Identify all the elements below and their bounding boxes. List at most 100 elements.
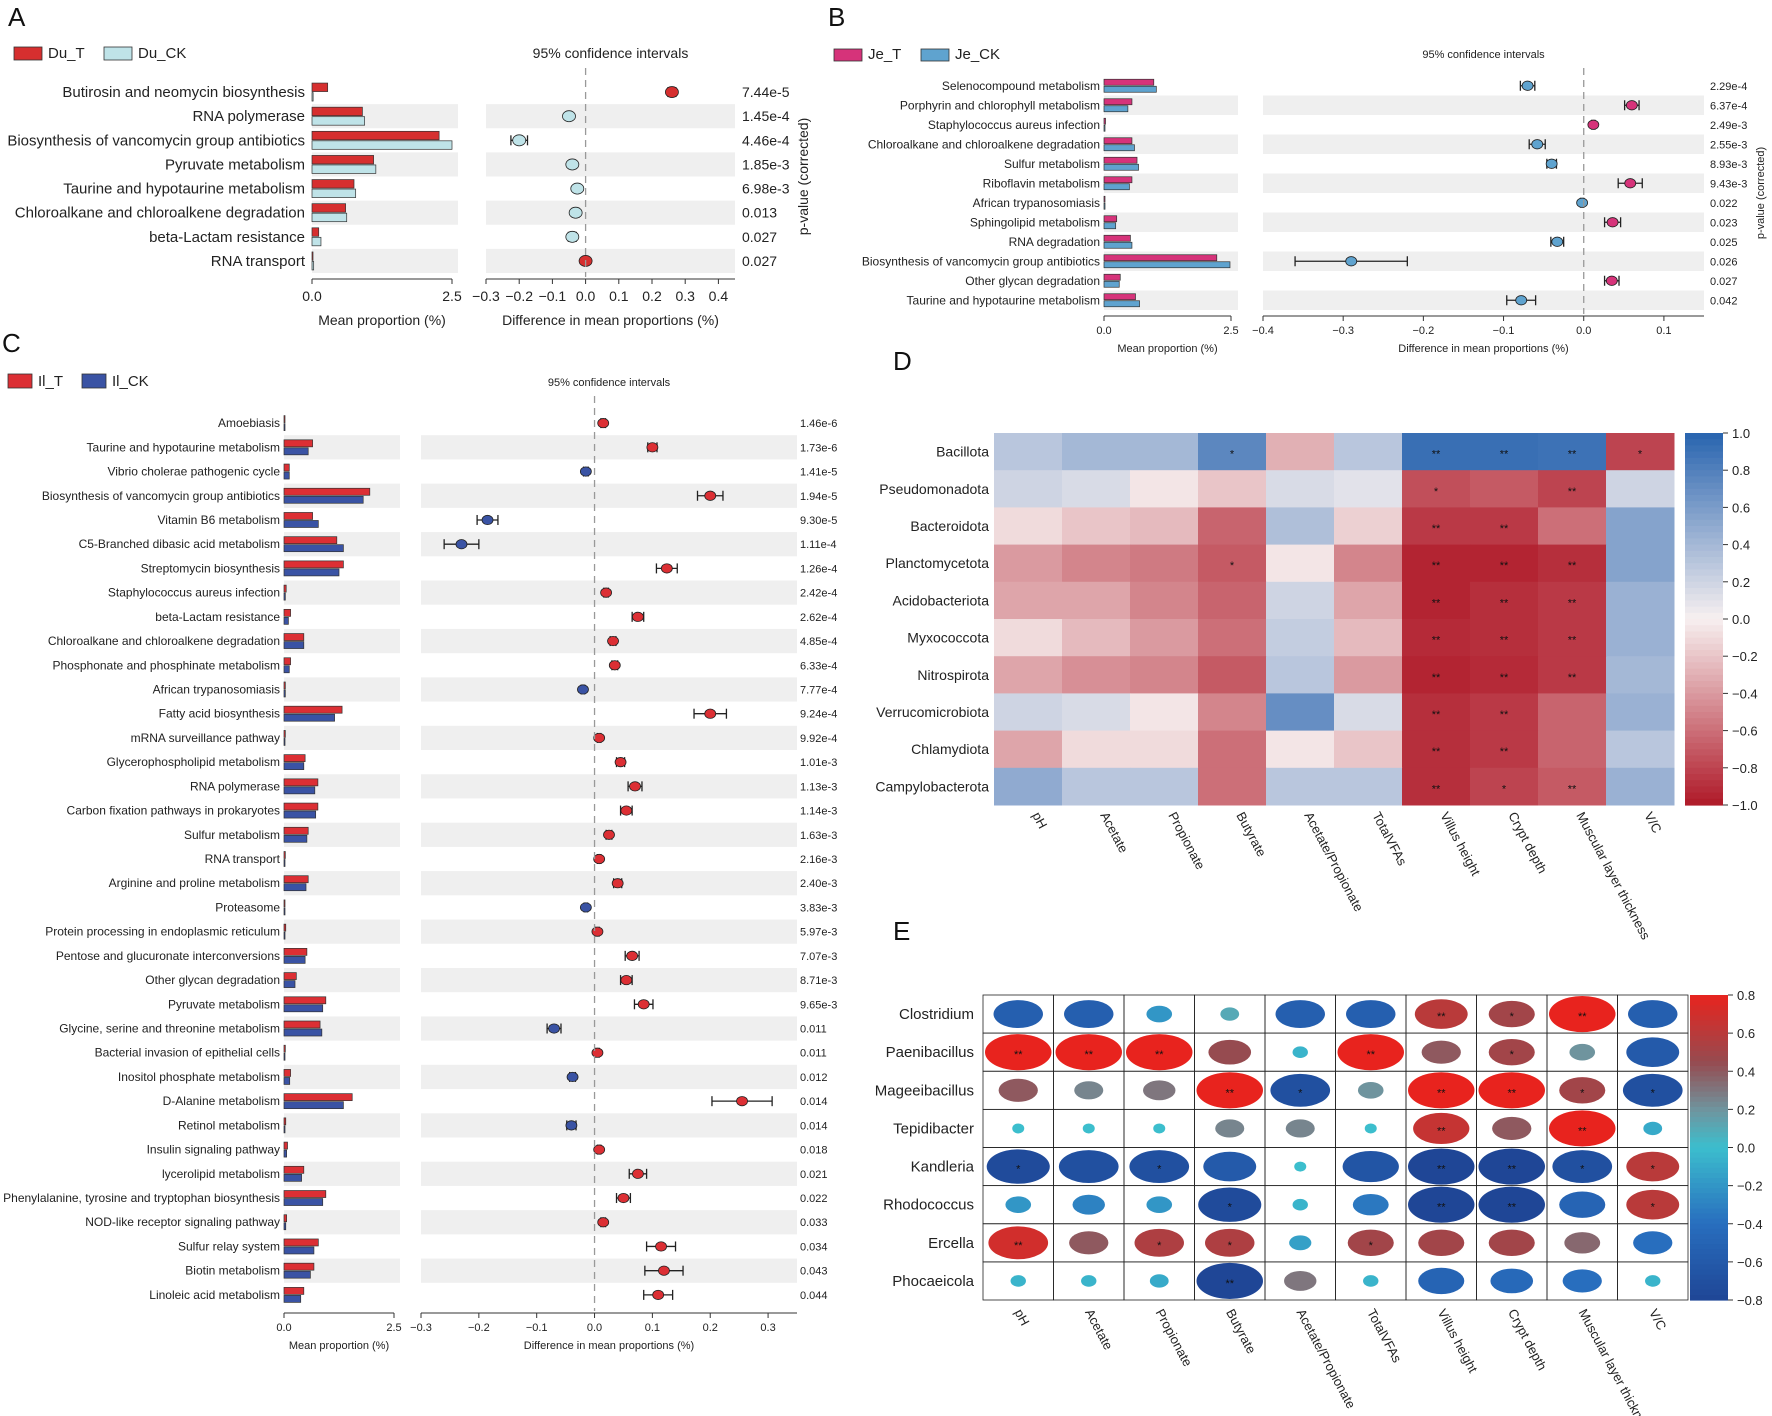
heatmap-cell bbox=[1130, 470, 1199, 508]
colorbar-segment bbox=[1685, 550, 1723, 558]
colorbar-segment bbox=[1690, 1162, 1728, 1169]
significance-star: ** bbox=[1578, 1011, 1587, 1023]
p-value: 0.027 bbox=[742, 229, 777, 245]
row-label: Protein processing in endoplasmic reticu… bbox=[45, 925, 280, 939]
p-value: 0.042 bbox=[1710, 295, 1738, 307]
heatmap-cell bbox=[1606, 433, 1675, 471]
p-value: 8.93e-3 bbox=[1710, 159, 1747, 171]
correlation-bubble bbox=[1478, 1148, 1545, 1185]
bubble-row-label: Clostridium bbox=[899, 1006, 974, 1023]
bar-tick-label: 2.5 bbox=[442, 288, 462, 304]
p-value: 0.011 bbox=[800, 1024, 827, 1036]
significance-star: * bbox=[1298, 1087, 1303, 1099]
heatmap-cell bbox=[1266, 433, 1335, 471]
colorbar-segment bbox=[1690, 1183, 1728, 1189]
colorbar-segment bbox=[1690, 1025, 1728, 1032]
bar-treatment bbox=[311, 251, 314, 261]
bar-treatment bbox=[283, 851, 286, 859]
bar-treatment bbox=[283, 1214, 287, 1223]
heatmap-cell bbox=[1402, 433, 1471, 471]
row-stripe bbox=[421, 532, 797, 557]
diff-point bbox=[1345, 256, 1358, 267]
colorbar-segment bbox=[1690, 1249, 1728, 1255]
row-label: Linoleic acid metabolism bbox=[149, 1288, 280, 1302]
diff-point bbox=[1515, 295, 1528, 306]
colorbar-segment bbox=[1685, 619, 1723, 626]
bubble-col-label: Butyrate bbox=[1223, 1306, 1259, 1356]
row-stripe bbox=[421, 1113, 797, 1138]
diff-point bbox=[626, 950, 639, 961]
heatmap-row-label: Bacteroidota bbox=[910, 518, 989, 534]
colorbar-segment bbox=[1685, 575, 1723, 583]
correlation-bubble bbox=[1645, 1275, 1661, 1287]
significance-star: ** bbox=[1225, 1278, 1234, 1290]
p-value: 1.11e-4 bbox=[800, 539, 837, 551]
bubble-col-label: Crypt depth bbox=[1505, 1306, 1550, 1372]
bar-treatment bbox=[283, 875, 309, 884]
heatmap-col-label: Acetate/Propionate bbox=[1301, 809, 1366, 914]
bar-control bbox=[1103, 144, 1135, 152]
heatmap-cell bbox=[1538, 619, 1607, 657]
significance-star: * bbox=[1157, 1240, 1162, 1252]
heatmap-row-label: Myxococcota bbox=[907, 630, 989, 646]
heatmap-cell bbox=[1266, 581, 1335, 620]
significance-star: * bbox=[1638, 449, 1643, 461]
colorbar-segment bbox=[1685, 433, 1723, 440]
row-label: Porphyrin and chlorophyll metabolism bbox=[900, 98, 1100, 112]
correlation-bubble bbox=[1559, 1191, 1606, 1218]
colorbar-segment bbox=[1690, 1269, 1728, 1276]
diff-point bbox=[512, 134, 527, 147]
heatmap-cell bbox=[1402, 693, 1471, 732]
colorbar-segment bbox=[1685, 612, 1723, 620]
heatmap-cell bbox=[1130, 507, 1199, 546]
bar-treatment bbox=[283, 536, 338, 545]
bar-control bbox=[283, 738, 286, 746]
diff-point bbox=[1521, 80, 1534, 91]
colorbar-tick-label: −0.2 bbox=[1737, 1179, 1763, 1194]
bar-axis-title: Mean proportion (%) bbox=[1117, 343, 1217, 355]
p-value: 0.022 bbox=[1710, 198, 1738, 210]
significance-star: ** bbox=[1500, 523, 1509, 535]
row-label: Biotin metabolism bbox=[185, 1264, 280, 1278]
diff-point bbox=[637, 999, 650, 1010]
colorbar-segment bbox=[1685, 625, 1723, 632]
row-label: mRNA surveillance pathway bbox=[131, 731, 280, 745]
diff-point bbox=[1551, 236, 1564, 247]
bar-control bbox=[283, 907, 286, 916]
panel-label: B bbox=[828, 2, 845, 32]
heatmap-cell bbox=[1334, 730, 1403, 769]
bar-control bbox=[283, 931, 286, 940]
colorbar-segment bbox=[1685, 606, 1723, 614]
heatmap-cell bbox=[1538, 507, 1607, 546]
colorbar-segment bbox=[1690, 1228, 1728, 1235]
row-label: NOD-like receptor signaling pathway bbox=[85, 1215, 280, 1229]
row-stripe bbox=[284, 919, 400, 944]
colorbar-tick-label: 0.6 bbox=[1737, 1026, 1755, 1041]
colorbar-segment bbox=[1690, 1045, 1728, 1052]
heatmap-col-label: Muscular layer thickness bbox=[1573, 809, 1653, 942]
colorbar-tick-label: −0.8 bbox=[1737, 1293, 1763, 1308]
p-value: 2.49e-3 bbox=[1710, 120, 1747, 132]
correlation-bubble bbox=[1082, 1123, 1095, 1134]
bar-treatment bbox=[1103, 293, 1136, 301]
correlation-bubble bbox=[1408, 1186, 1475, 1223]
bar-treatment bbox=[283, 633, 305, 641]
colorbar-segment bbox=[1685, 662, 1723, 670]
correlation-bubble bbox=[1418, 1229, 1465, 1256]
diff-axis-title: Difference in mean proportions (%) bbox=[524, 1340, 694, 1352]
row-stripe bbox=[1263, 212, 1704, 232]
row-stripe bbox=[1263, 134, 1704, 154]
significance-star: * bbox=[1016, 1164, 1021, 1176]
row-label: C5-Branched dibasic acid metabolism bbox=[79, 537, 280, 551]
row-label: Sulfur relay system bbox=[178, 1239, 280, 1253]
row-label: Chloroalkane and chloroalkene degradatio… bbox=[48, 634, 280, 648]
row-stripe bbox=[284, 1210, 400, 1235]
heatmap-cell bbox=[1062, 730, 1131, 769]
bar-control bbox=[283, 1125, 286, 1134]
colorbar-segment bbox=[1685, 451, 1723, 459]
heatmap-cell bbox=[1266, 767, 1335, 806]
colorbar-segment bbox=[1685, 743, 1723, 750]
bar-control bbox=[283, 786, 316, 795]
heatmap-col-label: TotalVFAs bbox=[1369, 809, 1410, 868]
colorbar-segment bbox=[1690, 1244, 1728, 1250]
